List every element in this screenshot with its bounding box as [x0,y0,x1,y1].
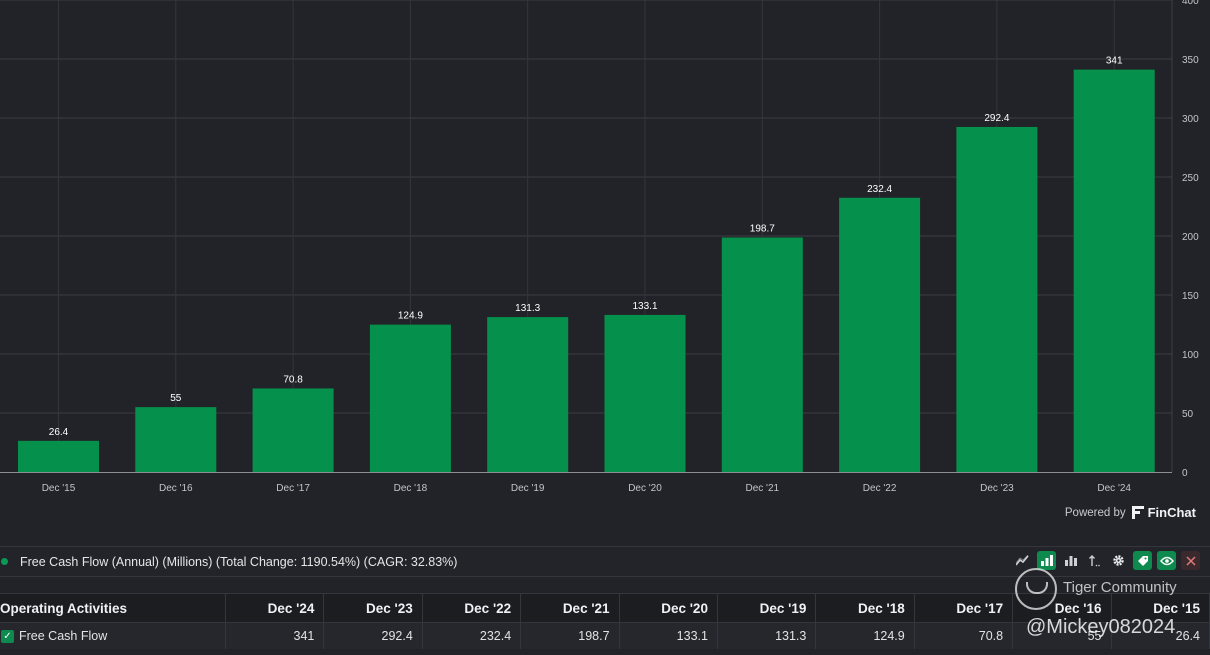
bar-value-label: 133.1 [632,301,657,312]
bar [252,388,334,472]
table-header-cell[interactable]: Operating Activities [0,593,226,623]
x-tick-label: Dec '15 [42,483,76,494]
table-header-cell[interactable]: Dec '21 [520,593,620,623]
bar [956,126,1038,472]
axes: 0 50 100 150 200 250 300 350 400 Dec '15 Dec '16 De… [0,0,1199,494]
row-label: Free Cash Flow [19,628,108,643]
y-tick-label: 300 [1182,114,1199,125]
x-tick-label: Dec '16 [159,483,193,494]
y-tick-label: 150 [1182,291,1199,302]
y-tick-label: 350 [1182,55,1199,66]
bar [604,314,686,472]
bar [18,440,99,472]
bar [1073,69,1155,473]
table-cell: 198.7 [520,622,620,649]
watermark-handle: @Mickey082024 [1026,616,1176,638]
table-cell: 232.4 [422,622,522,649]
x-tick-label: Dec '24 [1097,483,1131,494]
table-header-cell[interactable]: Dec '15 [1111,593,1210,623]
tiger-logo-icon [1015,568,1057,610]
bar-chart-icon[interactable] [1037,551,1056,570]
y-tick-label: 0 [1182,468,1188,479]
x-tick-label: Dec '22 [863,483,897,494]
gear-icon[interactable] [1109,551,1128,570]
bar-value-label: 70.8 [283,374,303,385]
checkbox-checked-icon[interactable]: ✓ [1,630,14,644]
series-toolbar [1013,551,1200,570]
bar-value-label: 131.3 [515,303,540,314]
bar [135,407,217,472]
bar [369,324,451,472]
tag-icon[interactable] [1133,551,1152,570]
bar-value-label: 26.4 [49,427,69,438]
watermark-name: Tiger Community [1063,579,1177,596]
trend-line-icon[interactable] [1013,551,1032,570]
bar-value-label: 198.7 [750,224,775,235]
table-cell: 26.4 [1111,622,1210,649]
bar-value-label: 55 [170,393,182,404]
table-cell: 55 [1012,622,1112,649]
table-cell: 341 [225,622,325,649]
bars [18,69,1155,473]
x-tick-label: Dec '20 [628,483,662,494]
bar-chart-alt-icon[interactable] [1061,551,1080,570]
sort-icon[interactable] [1085,551,1104,570]
table-cell: 70.8 [914,622,1014,649]
x-tick-label: Dec '18 [394,483,428,494]
series-color-dot [1,558,8,565]
y-tick-label: 50 [1182,409,1194,420]
eye-icon[interactable] [1157,551,1176,570]
x-tick-label: Dec '17 [276,483,310,494]
table-header-cell[interactable]: Dec '17 [914,593,1014,623]
table-row: ✓ Free Cash Flow 341 292.4 232.4 198.7 13… [0,622,1210,649]
bar-value-label: 341 [1106,56,1123,67]
y-tick-label: 200 [1182,232,1199,243]
x-tick-label: Dec '23 [980,483,1014,494]
bar [721,237,803,472]
table-cell: 292.4 [323,622,423,649]
table-header-cell[interactable]: Dec '24 [225,593,325,623]
bar-value-label: 232.4 [867,184,892,195]
table-cell: 133.1 [619,622,718,649]
finchat-icon [1131,506,1144,519]
row-label-cell[interactable]: ✓ Free Cash Flow [0,622,226,649]
data-table: Operating Activities Dec '24 Dec '23 Dec… [0,593,1210,649]
series-title: Free Cash Flow (Annual) (Millions) (Tota… [20,554,458,569]
series-legend-bar: Free Cash Flow (Annual) (Millions) (Tota… [0,546,1210,577]
table-header-cell[interactable]: Dec '20 [619,593,718,623]
bar-value-label: 292.4 [984,113,1009,124]
close-icon[interactable] [1181,551,1200,570]
free-cash-flow-bar-chart: 26.4 55 70.8 124.9 131.3 133.1 198.7 232.4 292.4… [0,0,1199,494]
y-tick-label: 100 [1182,350,1199,361]
bar-value-label: 124.9 [398,311,423,322]
powered-by-label: Powered by [1064,506,1126,519]
data-labels: 26.4 55 70.8 124.9 131.3 133.1 198.7 232.4 292.4… [49,56,1123,438]
x-tick-label: Dec '21 [746,483,780,494]
y-tick-label: 400 [1182,0,1199,7]
powered-by-branding[interactable]: Powered by FinChat [1065,505,1196,520]
table-header-cell[interactable]: Dec '23 [323,593,423,623]
table-cell: 124.9 [815,622,915,649]
bar [487,317,569,472]
finchat-logo: FinChat [1131,505,1196,520]
table-header-cell[interactable]: Dec '22 [422,593,522,623]
bar [839,197,921,472]
table-header-cell[interactable]: Dec '18 [815,593,915,623]
finchat-brand-name: FinChat [1147,505,1196,520]
x-tick-label: Dec '19 [511,483,545,494]
watermark: Tiger Community @Mickey082024 [1012,566,1202,646]
table-header-cell[interactable]: Dec '19 [717,593,817,623]
y-tick-label: 250 [1182,173,1199,184]
table-cell: 131.3 [717,622,817,649]
